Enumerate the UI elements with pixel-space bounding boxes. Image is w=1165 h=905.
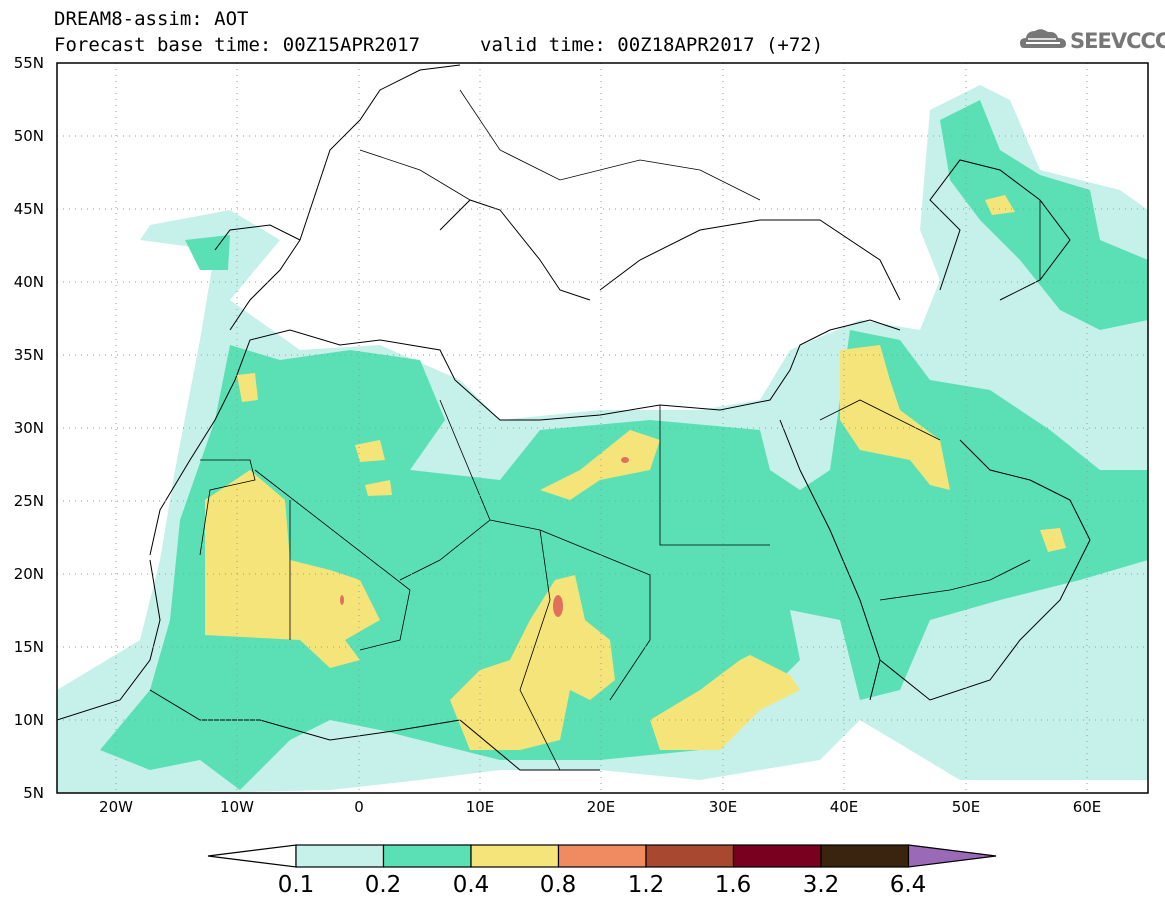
aot-region-mid-caspian [940,100,1148,330]
aot-region-high-chad [450,575,615,750]
aot-region-high-sudan [650,655,800,750]
colorbar-bin-2 [470,844,560,868]
lat-label: 30N [13,419,44,437]
colorbar-label: 0.2 [364,872,402,898]
colorbar-label: 1.2 [627,872,665,898]
logo-text: SEEVCCC [1070,29,1165,53]
title-line-1: DREAM8-assim: AOT [54,8,249,30]
lat-label: 20N [13,565,44,583]
colorbar-over [907,844,997,868]
colorbar-label: 3.2 [802,872,840,898]
aot-peak-sahara [340,595,344,605]
aot-region-high-small-3 [237,373,258,402]
colorbar-bin-4 [645,844,735,868]
lat-label: 35N [13,346,44,364]
map-frame [56,62,1149,794]
lat-label: 10N [13,711,44,729]
colorbar-bin-1 [382,844,472,868]
lon-label: 30E [708,798,738,816]
lon-label: 20E [586,798,616,816]
lat-label: 25N [13,492,44,510]
colorbar-bin-3 [557,844,647,868]
lat-label: 40N [13,273,44,291]
lat-label: 5N [23,784,44,802]
lon-label: 10W [220,798,254,816]
lon-label: 0 [354,798,364,816]
lat-label: 45N [13,200,44,218]
aot-region-high-sahara-west [205,470,380,668]
aot-region-mid-iberia [185,235,230,270]
lon-label: 20W [99,798,133,816]
colorbar [207,844,997,868]
aot-region-high-oman [1040,528,1066,552]
forecast-base-time: Forecast base time: 00Z15APR2017 [54,34,421,56]
lat-label: 55N [13,54,44,72]
aot-peak-chad [553,595,563,617]
borders [199,89,1041,771]
lat-label: 50N [13,127,44,145]
colorbar-bin-0 [295,844,385,868]
colorbar-bin-6 [820,844,910,868]
colorbar-label: 0.8 [539,872,577,898]
lon-label: 10E [465,798,495,816]
coastlines [57,64,1091,771]
colorbar-label: 0.1 [277,872,315,898]
colorbar-bin-5 [732,844,822,868]
cloud-icon [1020,29,1066,48]
lat-label: 15N [13,638,44,656]
aot-region-high-libya [540,430,660,500]
lon-label: 50E [951,798,981,816]
aot-region-high-caspian [985,195,1015,215]
aot-field [57,85,1148,793]
valid-time: valid time: 00Z18APR2017 (+72) [480,34,824,56]
colorbar-label: 6.4 [889,872,927,898]
colorbar-label: 1.6 [714,872,752,898]
colorbar-label: 0.4 [452,872,490,898]
lon-label: 40E [829,798,859,816]
lon-label: 60E [1072,798,1102,816]
colorbar-under [207,844,297,868]
aot-region-high-small-1 [355,440,385,462]
aot-peak-libya [621,457,629,463]
aot-region-high-small-2 [365,480,392,496]
